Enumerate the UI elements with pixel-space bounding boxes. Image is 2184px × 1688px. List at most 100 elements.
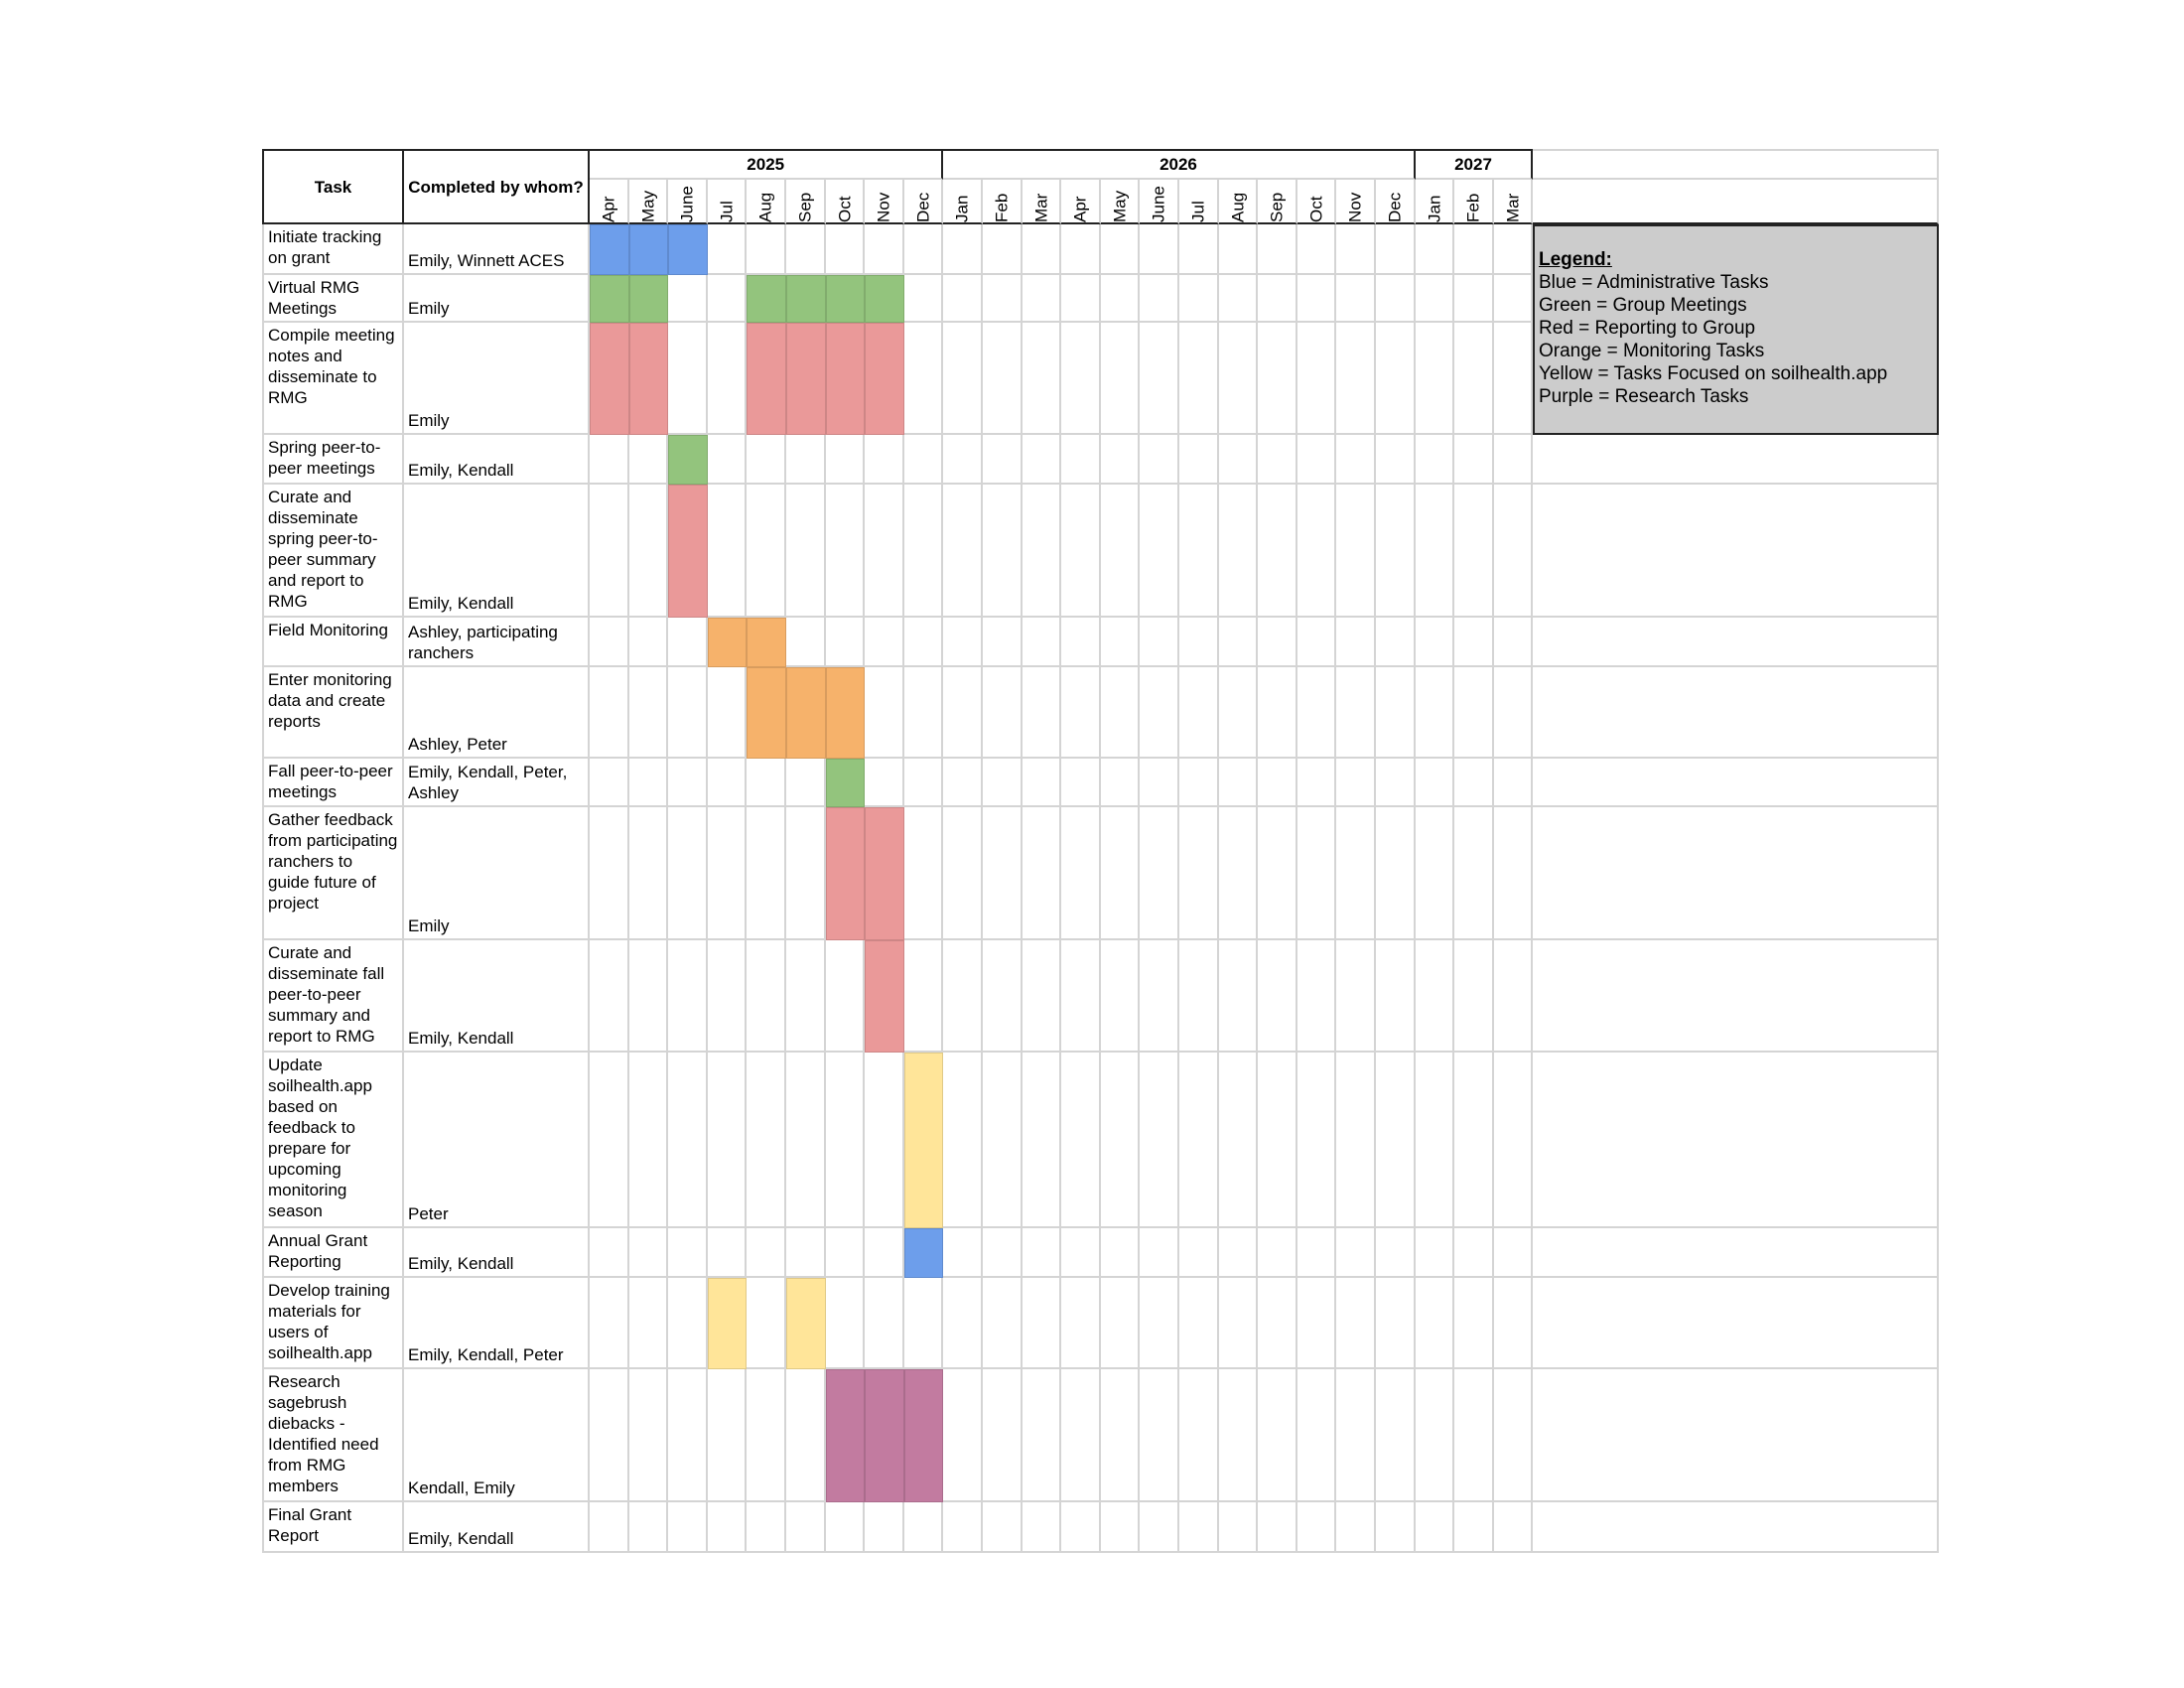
month-cell bbox=[1376, 224, 1416, 275]
month-cell bbox=[1022, 1053, 1062, 1228]
month-cell bbox=[1061, 485, 1101, 618]
gantt-bar-purple bbox=[825, 1369, 866, 1502]
gantt-bar-red bbox=[865, 807, 904, 940]
gantt-bar-orange bbox=[747, 618, 786, 667]
month-cell bbox=[1454, 275, 1494, 323]
month-cell bbox=[1061, 1278, 1101, 1369]
month-label: Aug bbox=[1227, 192, 1247, 222]
month-cell bbox=[903, 323, 944, 435]
month-label: Sep bbox=[795, 192, 815, 222]
month-cell bbox=[1297, 807, 1337, 940]
legend-item: Orange = Monitoring Tasks bbox=[1539, 341, 1765, 361]
month-cell bbox=[983, 618, 1023, 667]
month-cell bbox=[1258, 940, 1297, 1053]
month-cell bbox=[1022, 435, 1062, 485]
empty-cell bbox=[1533, 667, 1939, 759]
month-cell bbox=[1218, 1053, 1259, 1228]
month-cell bbox=[865, 1278, 904, 1369]
month-cell bbox=[1140, 807, 1179, 940]
month-cell bbox=[1297, 1278, 1337, 1369]
month-cell bbox=[1415, 807, 1455, 940]
month-cell bbox=[1336, 807, 1376, 940]
month-cell bbox=[1415, 323, 1455, 435]
month-cell bbox=[1100, 1502, 1141, 1553]
month-cell bbox=[865, 485, 904, 618]
month-cell bbox=[865, 224, 904, 275]
who-cell: Peter bbox=[404, 1053, 590, 1228]
month-cell bbox=[1061, 1053, 1101, 1228]
month-cell bbox=[943, 1278, 983, 1369]
legend-item: Green = Group Meetings bbox=[1539, 295, 1747, 316]
month-label: Mar bbox=[1503, 193, 1523, 222]
month-cell bbox=[1336, 618, 1376, 667]
month-cell bbox=[1179, 1228, 1219, 1278]
month-cell bbox=[747, 759, 786, 807]
gantt-bar-green bbox=[668, 435, 708, 485]
empty-cell bbox=[1533, 940, 1939, 1053]
month-label: Jan bbox=[952, 195, 972, 222]
month-cell bbox=[1258, 323, 1297, 435]
month-cell bbox=[1336, 667, 1376, 759]
legend-item: Red = Reporting to Group bbox=[1539, 318, 1756, 339]
month-cell bbox=[1454, 485, 1494, 618]
month-cell bbox=[983, 940, 1023, 1053]
month-cell bbox=[1336, 1053, 1376, 1228]
month-cell bbox=[590, 618, 629, 667]
month-cell bbox=[1179, 323, 1219, 435]
month-header: Aug bbox=[747, 180, 786, 224]
month-cell bbox=[1061, 275, 1101, 323]
month-cell bbox=[1376, 1369, 1416, 1502]
gantt-bar-blue bbox=[590, 224, 629, 275]
month-cell bbox=[786, 1502, 826, 1553]
who-cell: Emily, Kendall bbox=[404, 485, 590, 618]
month-cell bbox=[1258, 807, 1297, 940]
empty-cell bbox=[1533, 485, 1939, 618]
month-cell bbox=[707, 1053, 748, 1228]
month-cell bbox=[1218, 1502, 1259, 1553]
month-cell bbox=[1297, 940, 1337, 1053]
month-cell bbox=[1258, 1053, 1297, 1228]
month-cell bbox=[983, 1228, 1023, 1278]
month-cell bbox=[825, 224, 866, 275]
gantt-bar-green bbox=[825, 759, 866, 807]
month-cell bbox=[786, 618, 826, 667]
month-cell bbox=[1140, 224, 1179, 275]
gantt-bar-red bbox=[628, 323, 669, 435]
month-cell bbox=[628, 940, 669, 1053]
task-cell: Compile meeting notes and disseminate to… bbox=[262, 323, 404, 435]
month-header: Jan bbox=[943, 180, 983, 224]
month-cell bbox=[668, 1369, 708, 1502]
month-cell bbox=[943, 940, 983, 1053]
month-cell bbox=[747, 485, 786, 618]
month-cell bbox=[1218, 759, 1259, 807]
month-cell bbox=[1258, 275, 1297, 323]
gantt-bar-red bbox=[747, 323, 786, 435]
task-cell: Final Grant Report bbox=[262, 1502, 404, 1553]
who-cell: Emily, Kendall bbox=[404, 435, 590, 485]
month-cell bbox=[1179, 1369, 1219, 1502]
month-cell bbox=[590, 435, 629, 485]
month-cell bbox=[707, 435, 748, 485]
month-cell bbox=[943, 323, 983, 435]
month-cell bbox=[747, 1228, 786, 1278]
month-label: Jan bbox=[1424, 195, 1443, 222]
month-label: Aug bbox=[755, 192, 775, 222]
month-cell bbox=[1218, 667, 1259, 759]
month-cell bbox=[1179, 1053, 1219, 1228]
month-cell bbox=[707, 1369, 748, 1502]
month-cell bbox=[1218, 224, 1259, 275]
month-cell bbox=[983, 224, 1023, 275]
month-cell bbox=[786, 1369, 826, 1502]
month-cell bbox=[1258, 485, 1297, 618]
who-cell: Emily, Kendall, Peter, Ashley bbox=[404, 759, 590, 807]
year-header: 2026 bbox=[943, 149, 1416, 180]
month-label: Feb bbox=[992, 193, 1012, 222]
month-cell bbox=[1454, 940, 1494, 1053]
who-cell: Emily bbox=[404, 275, 590, 323]
month-cell bbox=[865, 759, 904, 807]
month-cell bbox=[983, 807, 1023, 940]
who-cell: Emily, Winnett ACES bbox=[404, 224, 590, 275]
month-label: Dec bbox=[1385, 192, 1405, 222]
month-header: Aug bbox=[1218, 180, 1259, 224]
gantt-bar-orange bbox=[707, 618, 748, 667]
